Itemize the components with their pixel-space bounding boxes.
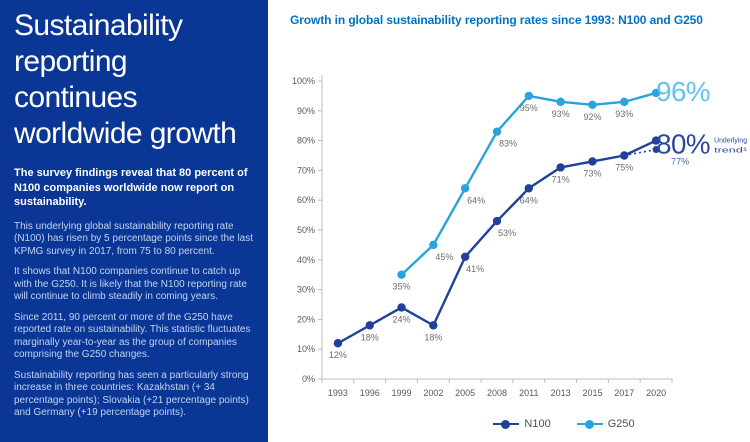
series-g250: 35% 45% 64% 83% 95% 93% 92% 93% xyxy=(393,88,661,292)
svg-text:0%: 0% xyxy=(302,374,315,384)
legend-item-g250: G250 xyxy=(576,418,635,430)
svg-text:93%: 93% xyxy=(615,109,633,119)
svg-text:2013: 2013 xyxy=(551,388,571,398)
page-title-line: reporting xyxy=(14,45,128,78)
svg-text:60%: 60% xyxy=(297,195,315,205)
svg-text:64%: 64% xyxy=(467,195,485,205)
legend-item-n100: N100 xyxy=(493,418,551,430)
svg-text:53%: 53% xyxy=(498,228,516,238)
svg-text:71%: 71% xyxy=(552,174,570,184)
body-paragraph: Since 2011, 90 percent or more of the G2… xyxy=(14,311,251,361)
svg-text:1999: 1999 xyxy=(392,388,412,398)
svg-text:2015: 2015 xyxy=(582,388,602,398)
svg-text:2011: 2011 xyxy=(519,388,538,398)
svg-text:73%: 73% xyxy=(583,168,601,178)
svg-text:77%: 77% xyxy=(671,157,689,167)
svg-text:10%: 10% xyxy=(297,344,315,354)
svg-text:35%: 35% xyxy=(393,282,411,292)
svg-text:90%: 90% xyxy=(297,106,315,116)
chart-legend: N100 G250 xyxy=(323,418,750,430)
underlying-trend: 77% xyxy=(624,146,689,167)
svg-text:100%: 100% xyxy=(292,76,315,86)
svg-text:30%: 30% xyxy=(297,285,315,295)
svg-text:80%: 80% xyxy=(297,136,315,146)
svg-text:trend¹: trend¹ xyxy=(714,146,748,155)
g250-line-marker-icon xyxy=(576,419,603,429)
page-title: Sustainability reporting continues world… xyxy=(14,8,254,152)
intro-panel: Sustainability reporting continues world… xyxy=(0,0,268,442)
svg-text:2020: 2020 xyxy=(646,388,666,398)
page-title-line: worldwide growth xyxy=(14,117,237,150)
svg-text:95%: 95% xyxy=(520,103,538,113)
svg-text:75%: 75% xyxy=(615,163,633,173)
svg-text:18%: 18% xyxy=(424,332,442,342)
svg-text:92%: 92% xyxy=(583,112,601,122)
svg-text:2008: 2008 xyxy=(487,388,507,398)
svg-text:64%: 64% xyxy=(520,195,538,205)
svg-text:96%: 96% xyxy=(656,76,710,107)
svg-text:40%: 40% xyxy=(297,255,315,265)
svg-text:24%: 24% xyxy=(393,314,411,324)
chart-axes: 0% 10% 20% 30% 40% 50% 60% 70% 80% 90% 100% 1993 199… xyxy=(292,75,673,398)
body-paragraph: Sustainability reporting has seen a part… xyxy=(14,369,249,419)
svg-text:83%: 83% xyxy=(499,139,517,149)
svg-text:20%: 20% xyxy=(297,314,315,324)
page-title-line: continues xyxy=(14,81,138,114)
svg-text:2002: 2002 xyxy=(423,388,443,398)
chart-title: Growth in global sustainability reportin… xyxy=(290,13,703,27)
svg-text:80%: 80% xyxy=(656,129,710,160)
svg-text:41%: 41% xyxy=(466,264,484,274)
svg-text:2017: 2017 xyxy=(614,388,634,398)
legend-label-n100: N100 xyxy=(524,418,551,430)
svg-text:2005: 2005 xyxy=(455,388,475,398)
svg-text:45%: 45% xyxy=(435,252,453,262)
svg-text:70%: 70% xyxy=(297,165,315,175)
series-n100: 12% 18% 24% 18% 41% 53% 64% 71% 73% 75% xyxy=(329,136,661,360)
legend-label-g250: G250 xyxy=(607,418,635,430)
svg-text:1996: 1996 xyxy=(360,388,380,398)
chart-panel: Growth in global sustainability reportin… xyxy=(268,0,750,442)
svg-text:18%: 18% xyxy=(361,332,379,342)
body-paragraph: This underlying global sustainability re… xyxy=(14,220,254,257)
line-chart: 0% 10% 20% 30% 40% 50% 60% 70% 80% 90% 100% 1993 199… xyxy=(292,75,748,398)
svg-text:12%: 12% xyxy=(329,350,347,360)
body-paragraph: It shows that N100 companies continue to… xyxy=(14,266,247,302)
n100-line-marker-icon xyxy=(493,419,520,429)
lead-paragraph: The survey findings reveal that 80 perce… xyxy=(14,167,248,208)
svg-text:Underlying: Underlying xyxy=(714,136,747,145)
svg-text:1993: 1993 xyxy=(328,388,348,398)
svg-text:50%: 50% xyxy=(297,225,315,235)
svg-text:93%: 93% xyxy=(552,109,570,119)
page-title-line: Sustainability xyxy=(14,9,183,42)
